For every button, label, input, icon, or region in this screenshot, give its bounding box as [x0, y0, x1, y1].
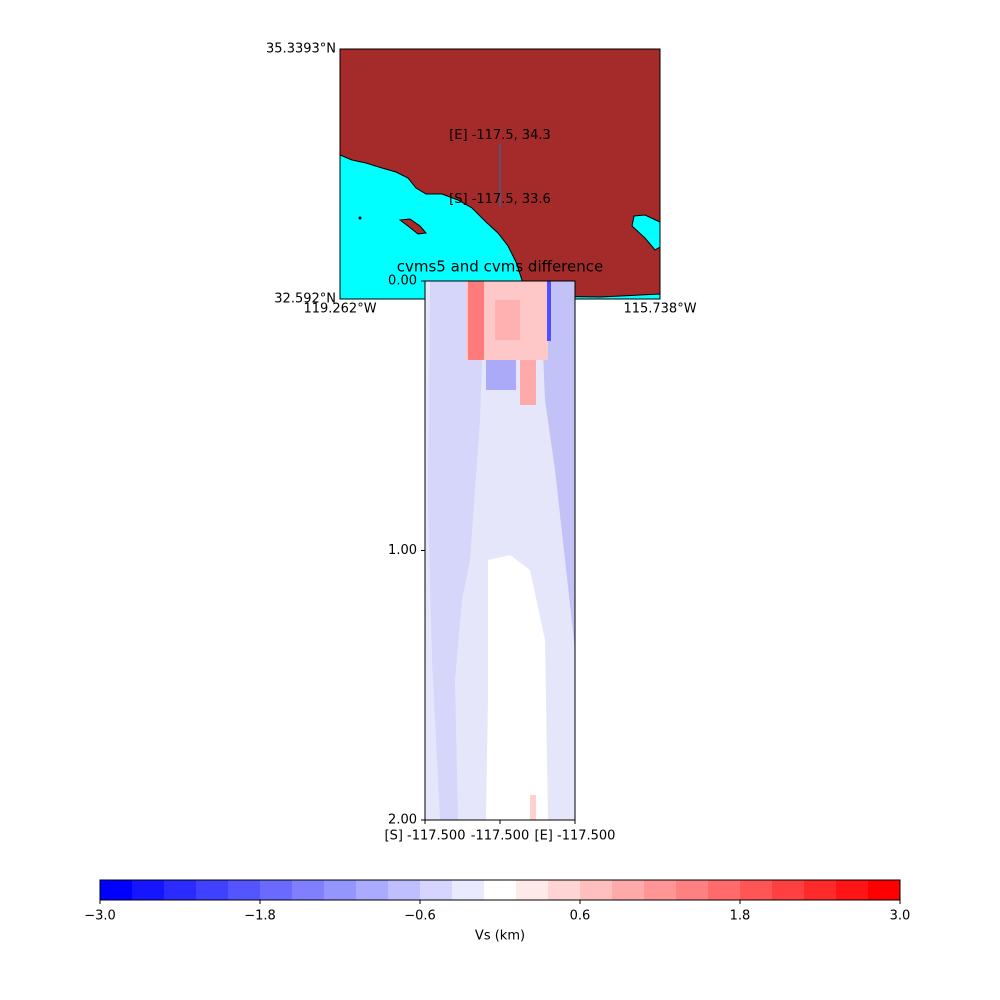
- x-tick-label: [E] -117.500: [535, 829, 616, 844]
- ocean: [631, 214, 661, 251]
- island: [398, 218, 427, 235]
- colorbar-segment: [452, 880, 485, 900]
- colorbar-segment: [740, 880, 773, 900]
- colorbar-segment: [228, 880, 261, 900]
- colorbar-tick-label: −3.0: [84, 909, 116, 924]
- colorbar-segment: [548, 880, 581, 900]
- chart-title: cvms5 and cvms difference: [397, 258, 603, 276]
- colorbar-segment: [196, 880, 229, 900]
- colorbar-segment: [100, 880, 133, 900]
- annotation: [E] -117.5, 34.3: [449, 128, 551, 143]
- colorbar-segment: [772, 880, 805, 900]
- map-background: [339, 48, 661, 300]
- colorbar-segment: [324, 880, 357, 900]
- colorbar-segment: [644, 880, 677, 900]
- colorbar-tick-label: 0.6: [570, 909, 591, 924]
- colorbar-frame: [99, 879, 901, 901]
- colorbar-segment: [612, 880, 645, 900]
- x-tick-label: -117.500: [471, 829, 529, 844]
- x-tick-label: [S] -117.500: [385, 829, 466, 844]
- colorbar-tick-label: −0.6: [404, 909, 436, 924]
- colorbar-segment: [708, 880, 741, 900]
- ocean: [339, 154, 661, 300]
- colorbar-tick-label: −1.8: [244, 909, 276, 924]
- colorbar-segment: [132, 880, 165, 900]
- colorbar-tick-label: 1.8: [730, 909, 751, 924]
- x-tick-label: 115.738°W: [623, 302, 696, 317]
- colorbar-segment: [516, 880, 549, 900]
- colorbar-segment: [484, 880, 517, 900]
- colorbar-segment: [356, 880, 389, 900]
- colorbar-segment: [868, 880, 901, 900]
- colorbar-segment: [804, 880, 837, 900]
- colorbar-segment: [292, 880, 325, 900]
- colorbar-segment: [260, 880, 293, 900]
- y-tick-label: 35.3393°N: [266, 42, 336, 57]
- colorbar-label: Vs (km): [475, 929, 525, 944]
- colorbar-segment: [164, 880, 197, 900]
- colorbar-tick-label: 3.0: [890, 909, 911, 924]
- y-tick-label: 32.592°N: [274, 292, 336, 307]
- section-field: [425, 281, 575, 820]
- colorbar-segment: [676, 880, 709, 900]
- annotation: [S] -117.5, 33.6: [449, 192, 551, 207]
- y-tick-label: 0.00: [388, 274, 417, 289]
- colorbar-segment: [420, 880, 453, 900]
- y-tick-label: 2.00: [388, 813, 417, 828]
- colorbar-segment: [836, 880, 869, 900]
- colorbar-segment: [388, 880, 421, 900]
- colorbar-segment: [580, 880, 613, 900]
- island: [358, 216, 362, 220]
- y-tick-label: 1.00: [388, 543, 417, 558]
- x-tick-label: 119.262°W: [303, 302, 376, 317]
